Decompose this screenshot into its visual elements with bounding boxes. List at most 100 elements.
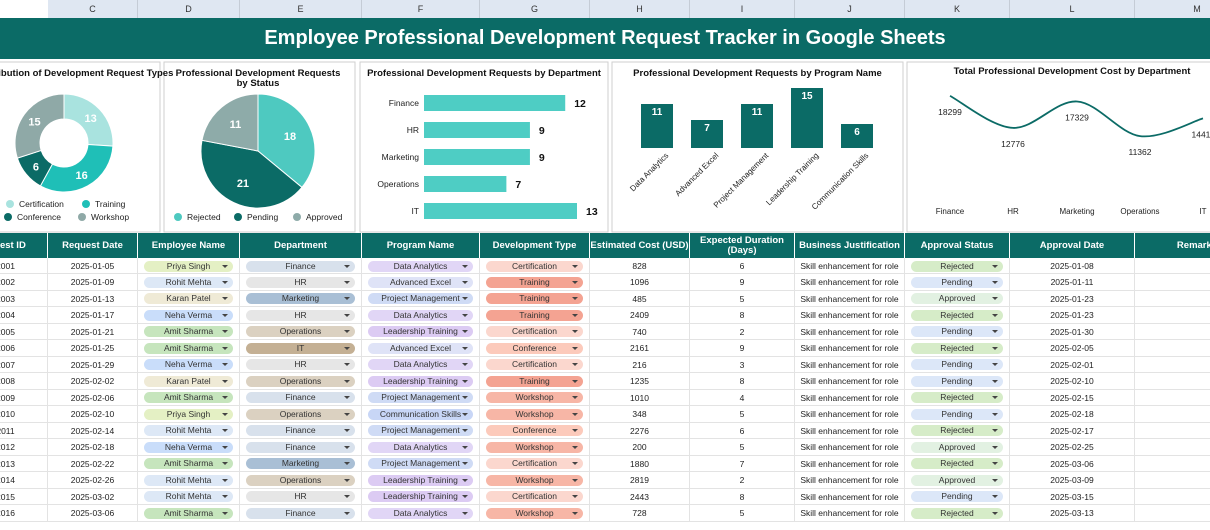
dropdown-chip[interactable]: Rohit Mehta [144, 425, 233, 437]
cell: R-2011 [0, 422, 48, 440]
dropdown-chip[interactable]: Rohit Mehta [144, 474, 233, 486]
dropdown-chip[interactable]: Rejected [911, 260, 1003, 272]
dropdown-chip[interactable]: Pending [911, 491, 1003, 503]
dropdown-chip[interactable]: Rejected [911, 309, 1003, 321]
data-label: 15 [28, 117, 40, 129]
cell: Rohit Mehta [138, 274, 240, 291]
dropdown-chip[interactable]: Finance [246, 441, 355, 453]
dropdown-chip[interactable]: Conference [486, 425, 583, 437]
dropdown-chip[interactable]: Certification [486, 326, 583, 338]
dropdown-chip[interactable]: Amit Sharma [144, 507, 233, 519]
dropdown-chip[interactable]: Operations [246, 326, 355, 338]
dropdown-chip[interactable]: Operations [246, 408, 355, 420]
category-label: HR [1007, 207, 1019, 216]
dropdown-chip[interactable]: Training [486, 309, 583, 321]
dropdown-chip[interactable]: Data Analytics [368, 441, 473, 453]
dropdown-chip[interactable]: Rejected [911, 392, 1003, 404]
dropdown-chip[interactable]: Approved [911, 293, 1003, 305]
dropdown-chip[interactable]: Rejected [911, 458, 1003, 470]
dropdown-chip[interactable]: Training [486, 375, 583, 387]
legend-swatch [234, 213, 242, 221]
dropdown-chip[interactable]: Project Management [368, 392, 473, 404]
dropdown-chip[interactable]: Data Analytics [368, 507, 473, 519]
dropdown-chip[interactable]: Workshop [486, 441, 583, 453]
dropdown-chip[interactable]: Pending [911, 276, 1003, 288]
dropdown-chip[interactable]: Project Management [368, 293, 473, 305]
dropdown-chip[interactable]: Neha Verma [144, 309, 233, 321]
dropdown-chip[interactable]: Operations [246, 375, 355, 387]
dropdown-chip[interactable]: Pending [911, 375, 1003, 387]
dropdown-chip[interactable]: Certification [486, 458, 583, 470]
dropdown-chip[interactable]: Conference [486, 342, 583, 354]
dropdown-chip[interactable]: Neha Verma [144, 359, 233, 371]
cell: 4 [690, 389, 795, 407]
dropdown-chip[interactable]: Leadership Training [368, 375, 473, 387]
dropdown-chip[interactable]: Communication Skills [368, 408, 473, 420]
chart-title: Professional Development Requests by Sta… [175, 68, 341, 89]
dropdown-chip[interactable]: Approved [911, 441, 1003, 453]
dropdown-chip[interactable]: Advanced Excel [368, 276, 473, 288]
dropdown-chip[interactable]: Certification [486, 359, 583, 371]
dropdown-chip[interactable]: Training [486, 276, 583, 288]
dropdown-chip[interactable]: Amit Sharma [144, 326, 233, 338]
dropdown-chip[interactable]: Finance [246, 392, 355, 404]
dropdown-chip[interactable]: Leadership Training [368, 474, 473, 486]
dropdown-chip[interactable]: Approved [911, 474, 1003, 486]
dropdown-chip[interactable]: Amit Sharma [144, 458, 233, 470]
cell: Finance [240, 258, 362, 275]
dropdown-chip[interactable]: Operations [246, 474, 355, 486]
dropdown-chip[interactable]: Certification [486, 260, 583, 272]
dropdown-chip[interactable]: HR [246, 359, 355, 371]
cell: Priya Singh [138, 258, 240, 275]
dropdown-chip[interactable]: Data Analytics [368, 260, 473, 272]
dropdown-chip[interactable]: Rejected [911, 342, 1003, 354]
dropdown-chip[interactable]: Workshop [486, 507, 583, 519]
dropdown-chip[interactable]: Neha Verma [144, 441, 233, 453]
dropdown-chip[interactable]: Marketing [246, 293, 355, 305]
dropdown-chip[interactable]: Training [486, 293, 583, 305]
dropdown-chip[interactable]: Project Management [368, 425, 473, 437]
dropdown-chip[interactable]: Karan Patel [144, 375, 233, 387]
column-header: Development Type [480, 233, 590, 258]
dropdown-chip[interactable]: Amit Sharma [144, 392, 233, 404]
dropdown-chip[interactable]: Leadership Training [368, 491, 473, 503]
dropdown-chip[interactable]: Project Management [368, 458, 473, 470]
dropdown-chip[interactable]: Priya Singh [144, 260, 233, 272]
dropdown-chip[interactable]: Rejected [911, 425, 1003, 437]
dropdown-chip[interactable]: Rohit Mehta [144, 276, 233, 288]
dropdown-chip[interactable]: Data Analytics [368, 359, 473, 371]
cell: 2025-02-01 [1010, 356, 1135, 374]
column-letter: L [1010, 0, 1135, 18]
dropdown-chip[interactable]: Pending [911, 326, 1003, 338]
dropdown-chip[interactable]: Finance [246, 425, 355, 437]
panel [906, 61, 1210, 233]
dropdown-chip[interactable]: Workshop [486, 474, 583, 486]
bar [691, 120, 723, 148]
dropdown-chip[interactable]: Data Analytics [368, 309, 473, 321]
dropdown-chip[interactable]: Advanced Excel [368, 342, 473, 354]
dropdown-chip[interactable]: Pending [911, 359, 1003, 371]
dropdown-chip[interactable]: Marketing [246, 458, 355, 470]
dropdown-chip[interactable]: Certification [486, 491, 583, 503]
dropdown-chip[interactable]: IT [246, 342, 355, 354]
dropdown-chip[interactable]: Workshop [486, 408, 583, 420]
dropdown-chip[interactable]: Finance [246, 507, 355, 519]
cell: 828 [590, 258, 690, 275]
dropdown-chip[interactable]: Karan Patel [144, 293, 233, 305]
dropdown-chip[interactable]: Finance [246, 260, 355, 272]
dropdown-chip[interactable]: HR [246, 276, 355, 288]
dropdown-chip[interactable]: Amit Sharma [144, 342, 233, 354]
cell: 2025-02-26 [48, 472, 138, 489]
cell: 2025-02-25 [1010, 439, 1135, 456]
dropdown-chip[interactable]: Rohit Mehta [144, 491, 233, 503]
dropdown-chip[interactable]: Workshop [486, 392, 583, 404]
dropdown-chip[interactable]: Leadership Training [368, 326, 473, 338]
dropdown-chip[interactable]: HR [246, 309, 355, 321]
legend-label: Rejected [187, 212, 221, 222]
dropdown-chip[interactable]: Rejected [911, 507, 1003, 519]
dropdown-chip[interactable]: Priya Singh [144, 408, 233, 420]
dropdown-chip[interactable]: Pending [911, 408, 1003, 420]
dropdown-chip[interactable]: HR [246, 491, 355, 503]
